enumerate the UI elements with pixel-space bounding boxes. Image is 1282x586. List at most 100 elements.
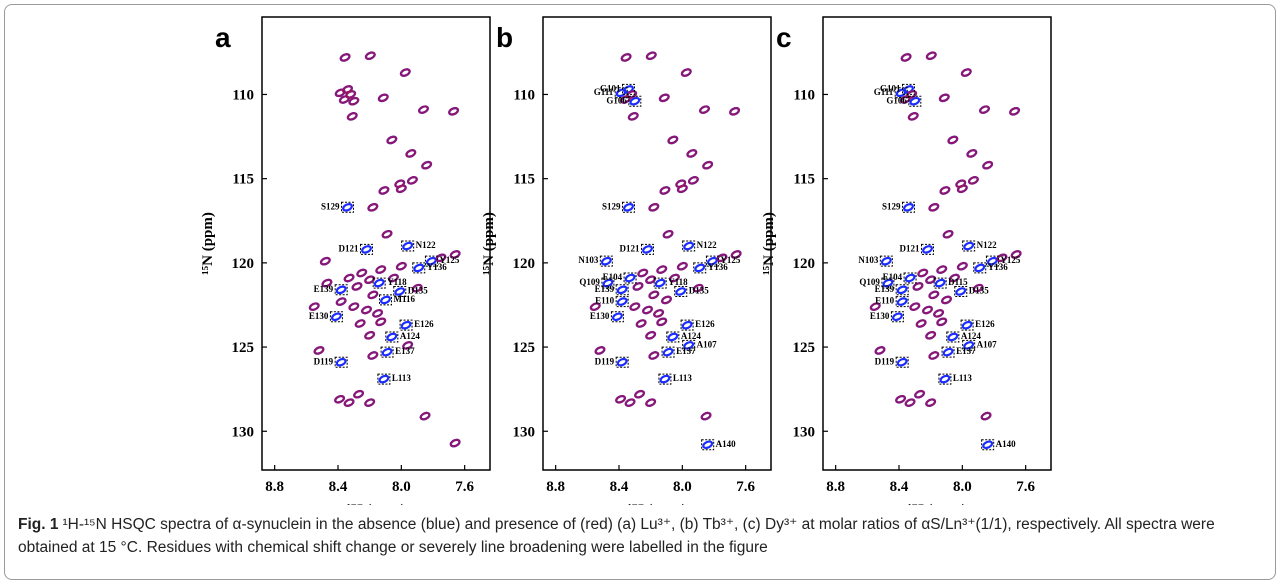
annotation-label: A124: [681, 331, 701, 341]
x-tick-label: 8.8: [265, 479, 284, 495]
y-tick-label: 110: [793, 87, 815, 103]
peak: [702, 440, 714, 450]
peak: [680, 68, 692, 77]
peak: [634, 389, 646, 399]
peak: [335, 285, 347, 295]
panel-label: c: [776, 22, 792, 53]
peak: [925, 398, 937, 407]
annotation-label: L113: [392, 373, 412, 383]
annotation-box: [894, 87, 908, 99]
x-axis-title: ¹H (ppm): [346, 502, 405, 505]
peak: [869, 302, 881, 311]
peak: [386, 135, 398, 145]
y-tick-label: 130: [513, 424, 536, 440]
annotation-box: [701, 439, 715, 451]
annotation-box: [881, 277, 895, 289]
peak: [334, 394, 346, 404]
annotation-box: [973, 262, 987, 274]
peak: [627, 112, 639, 121]
annotation-label: G106: [886, 95, 907, 105]
peak: [602, 278, 614, 288]
annotation-label: G111: [594, 87, 614, 97]
peak: [947, 332, 959, 342]
annotation-label: Y125: [1000, 255, 1020, 265]
x-axis-title: ¹H (ppm): [627, 502, 686, 505]
annotation-box: [985, 255, 999, 267]
peak: [399, 68, 411, 77]
peak: [904, 398, 916, 407]
peak: [448, 107, 460, 116]
annotation-label: G111: [874, 87, 894, 97]
annotation-label: G101: [600, 83, 621, 93]
peak: [378, 374, 390, 384]
peak: [313, 346, 325, 355]
peak: [364, 398, 376, 407]
peak: [637, 268, 649, 278]
annotation-box: [705, 255, 719, 267]
annotation-label: E139: [595, 284, 615, 294]
peak: [375, 265, 387, 274]
peak: [373, 278, 385, 288]
peak: [619, 95, 631, 104]
peak: [381, 347, 393, 357]
annotation-box: [902, 201, 915, 213]
annotation-box: [393, 285, 407, 297]
peak: [413, 263, 425, 273]
plot-frame: [822, 16, 1052, 471]
peak: [406, 176, 418, 185]
annotation-box: [628, 95, 642, 107]
peak: [339, 53, 351, 62]
annotation-box: [599, 255, 613, 267]
peak: [963, 341, 975, 350]
peak: [903, 202, 914, 212]
peak: [616, 297, 628, 306]
peak: [421, 160, 433, 170]
annotation-label: M116: [394, 294, 416, 304]
annotation-box: [615, 284, 629, 296]
annotation-label: E139: [314, 284, 334, 294]
y-tick-label: 130: [793, 424, 816, 440]
peak: [308, 302, 320, 311]
peak: [642, 245, 653, 254]
annotation-label: E137: [395, 346, 415, 356]
annotation-box: [385, 331, 399, 343]
peak: [334, 88, 346, 98]
x-tick-label: 8.0: [392, 479, 411, 495]
y-tick-label: 110: [513, 87, 535, 103]
peak: [343, 398, 355, 407]
peak: [642, 305, 653, 315]
peak: [662, 229, 674, 239]
annotation-label: G106: [606, 95, 627, 105]
annotation-box: [946, 331, 960, 343]
peak: [364, 51, 376, 61]
peak: [338, 95, 350, 104]
peak: [624, 273, 636, 283]
annotation-box: [622, 201, 635, 213]
peak: [321, 278, 333, 288]
peak: [661, 295, 672, 305]
peak: [667, 332, 679, 342]
peak: [896, 297, 908, 306]
peak: [922, 245, 933, 254]
peak: [982, 440, 994, 450]
peak: [700, 411, 712, 421]
annotation-box: [622, 83, 635, 95]
annotation-box: [614, 87, 628, 99]
peak: [891, 312, 903, 322]
peak: [449, 438, 461, 448]
annotation-label: N103: [858, 255, 878, 265]
peak: [939, 374, 951, 384]
peak: [342, 202, 353, 212]
peak: [915, 319, 927, 328]
peak: [367, 202, 379, 212]
peak: [963, 241, 975, 251]
peak: [623, 202, 634, 212]
peak: [904, 273, 916, 283]
annotation-box: [895, 356, 909, 368]
peak: [600, 256, 612, 266]
peak: [922, 305, 933, 315]
annotation-label: E137: [676, 346, 696, 356]
peak: [956, 184, 968, 194]
annotation-box: [653, 277, 667, 289]
peak: [620, 53, 632, 62]
